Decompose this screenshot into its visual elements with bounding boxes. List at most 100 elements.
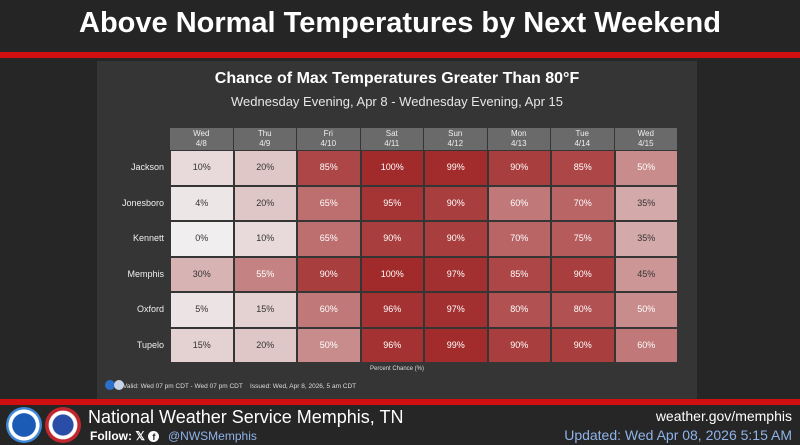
column-date: 4/12 — [447, 139, 464, 148]
noaa-icon — [105, 380, 115, 390]
heatmap-cell: 96% — [360, 327, 424, 363]
column-header: Tue 4/14 — [551, 128, 614, 150]
column-header: Fri 4/10 — [297, 128, 360, 150]
issued-text: Issued: Wed, Apr 8, 2026, 5 am CDT — [250, 383, 357, 390]
heatmap-cell: 100% — [360, 256, 424, 292]
heatmap-cell: 70% — [551, 185, 615, 221]
chart-panel: Chance of Max Temperatures Greater Than … — [97, 61, 697, 399]
website-link[interactable]: weather.gov/memphis — [655, 408, 792, 424]
heatmap-cell: 96% — [360, 292, 424, 328]
heatmap-cell: 90% — [424, 221, 488, 257]
column-header: Sun 4/12 — [424, 128, 487, 150]
heatmap-cell: 50% — [614, 150, 678, 186]
row-label: Oxford — [136, 304, 164, 314]
heatmap-cell: 90% — [551, 327, 615, 363]
heatmap-cell: 65% — [297, 185, 361, 221]
column-header: Wed 4/15 — [614, 128, 677, 150]
row-label: Tupelo — [136, 339, 164, 350]
follow-text: Follow: — [90, 429, 132, 443]
follow-label: Follow: 𝕏 f — [90, 429, 160, 443]
column-day: Wed — [637, 129, 654, 138]
heatmap-cell: 85% — [487, 256, 551, 292]
heatmap-cell: 85% — [297, 150, 361, 186]
row-label: Kennett — [132, 233, 164, 243]
heatmap-cell: 15% — [233, 292, 297, 328]
heatmap-cell: 60% — [487, 185, 551, 221]
heatmap-cell: 100% — [360, 150, 424, 186]
legend-label: Percent Chance (%) — [369, 366, 425, 372]
column-date: 4/10 — [320, 139, 337, 148]
heatmap-cell: 15% — [170, 327, 234, 363]
heatmap-cell: 90% — [487, 327, 551, 363]
valid-issued: Valid: Wed 07 pm CDT - Wed 07 pm CDT Iss… — [123, 383, 356, 390]
heatmap-cell: 60% — [614, 327, 678, 363]
social-handle[interactable]: @NWSMemphis — [168, 429, 257, 443]
heatmap-cell: 0% — [170, 221, 234, 257]
heatmap-cell: 95% — [360, 185, 424, 221]
chart-subtitle: Wednesday Evening, Apr 8 - Wednesday Eve… — [231, 94, 563, 109]
row-label: Jonesboro — [121, 197, 164, 208]
heatmap-cell: 85% — [551, 150, 615, 186]
column-header: Sat 4/11 — [360, 128, 423, 150]
heatmap-cell: 90% — [424, 185, 488, 221]
column-date: 4/11 — [384, 139, 400, 148]
heatmap-cell: 4% — [170, 185, 234, 221]
heatmap-cell: 55% — [233, 256, 297, 292]
row-label: Memphis — [127, 268, 164, 279]
heatmap-cell: 75% — [551, 221, 615, 257]
heatmap-cell: 70% — [487, 221, 551, 257]
heatmap-cell: 35% — [614, 221, 678, 257]
heatmap-cell: 50% — [614, 292, 678, 328]
heatmap-cell: 90% — [360, 221, 424, 257]
column-day: Wed — [193, 129, 210, 138]
column-day: Mon — [510, 129, 527, 138]
heatmap-cell: 80% — [487, 292, 551, 328]
heatmap-cell: 30% — [170, 256, 234, 292]
column-day: Sun — [448, 129, 463, 138]
chart-title: Chance of Max Temperatures Greater Than … — [214, 70, 580, 87]
heatmap-cell: 20% — [233, 327, 297, 363]
divider — [0, 52, 800, 58]
heatmap-cell: 65% — [297, 221, 361, 257]
column-date: 4/9 — [259, 139, 271, 148]
heatmap-cell: 97% — [424, 292, 488, 328]
column-date: 4/14 — [574, 139, 591, 148]
facebook-icon[interactable]: f — [148, 431, 160, 442]
updated-timestamp: Updated: Wed Apr 08, 2026 5:15 AM — [564, 427, 792, 443]
heatmap-cell: 90% — [487, 150, 551, 186]
page-title: Above Normal Temperatures by Next Weeken… — [0, 0, 800, 51]
column-date: 4/13 — [510, 139, 527, 148]
footer: National Weather Service Memphis, TN Fol… — [0, 405, 800, 445]
column-day: Tue — [575, 129, 590, 138]
heatmap-cell: 10% — [233, 221, 297, 257]
heatmap-cell: 50% — [297, 327, 361, 363]
office-name: National Weather Service Memphis, TN — [88, 407, 404, 427]
column-header: Thu 4/9 — [233, 128, 296, 150]
divider — [0, 399, 800, 405]
heatmap-cell: 20% — [233, 185, 297, 221]
heatmap-cell: 20% — [233, 150, 297, 186]
heatmap-cell: 99% — [424, 150, 488, 186]
heatmap-cell: 10% — [170, 150, 234, 186]
column-date: 4/15 — [637, 139, 654, 148]
column-date: 4/8 — [195, 139, 207, 148]
heatmap-cell: 35% — [614, 185, 678, 221]
heatmap-cell: 90% — [551, 256, 615, 292]
nws-icon — [114, 380, 124, 390]
column-day: Sat — [385, 129, 398, 138]
row-label: Jackson — [130, 162, 164, 172]
heatmap-cell: 5% — [170, 292, 234, 328]
column-header: Wed 4/8 — [170, 128, 233, 150]
heatmap-cell: 99% — [424, 327, 488, 363]
heatmap-cell: 97% — [424, 256, 488, 292]
heatmap-cell: 90% — [297, 256, 361, 292]
heatmap-cell: 45% — [614, 256, 678, 292]
column-day: Thu — [257, 129, 272, 138]
noaa-logo — [6, 407, 42, 443]
column-day: Fri — [323, 129, 333, 138]
valid-text: Valid: Wed 07 pm CDT - Wed 07 pm CDT — [123, 383, 243, 390]
column-header: Mon 4/13 — [487, 128, 550, 150]
heatmap-cell: 60% — [297, 292, 361, 328]
nws-logo — [45, 407, 81, 443]
x-icon[interactable]: 𝕏 — [135, 429, 146, 443]
